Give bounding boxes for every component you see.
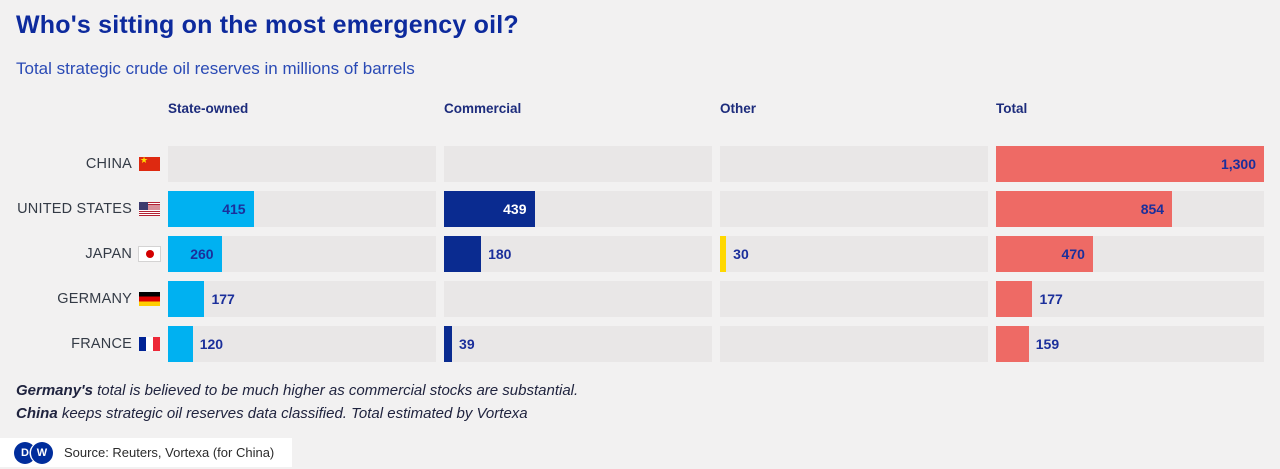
track-other-japan: 30	[720, 236, 988, 272]
germany-flag-icon	[139, 292, 160, 306]
dw-logo-letter-w: W	[31, 441, 53, 464]
source-text: Source: Reuters, Vortexa (for China)	[64, 445, 275, 460]
value-label: 120	[199, 336, 224, 352]
value-label: 177	[211, 291, 235, 307]
footnote-lead: Germany's	[16, 382, 93, 399]
column-header-other: Other	[720, 101, 757, 116]
bar-total-china: 1,300	[996, 146, 1264, 182]
country-name: CHINA	[85, 156, 132, 172]
track-state-owned-united-states: 415	[168, 191, 436, 227]
value-label: 470	[1061, 246, 1085, 262]
value-label: 159	[1035, 336, 1060, 352]
bar-total-france	[996, 326, 1029, 362]
footnote-2: China keeps strategic oil reserves data …	[16, 405, 528, 422]
track-commercial-united-states: 439	[444, 191, 712, 227]
china-flag-icon: ★	[139, 155, 160, 171]
track-commercial-germany	[444, 281, 712, 317]
row-label-china: CHINA ★	[16, 146, 160, 182]
column-header-state-owned: State-owned	[168, 101, 249, 116]
bar-commercial-united-states: 439	[444, 191, 535, 227]
row-label-japan: JAPAN	[16, 236, 160, 272]
value-label: 415	[222, 201, 246, 217]
footnote-1: Germany's total is believed to be much h…	[16, 382, 579, 399]
france-flag-icon	[139, 337, 160, 351]
bar-other-japan	[720, 236, 727, 272]
row-label-germany: GERMANY	[16, 281, 160, 317]
footnotes: Germany's total is believed to be much h…	[16, 379, 1264, 425]
footnote-lead: China	[16, 405, 58, 422]
column-header-total: Total	[996, 101, 1028, 116]
bar-state-owned-france	[168, 326, 193, 362]
value-label: 30	[733, 246, 749, 262]
bar-state-owned-germany	[168, 281, 205, 317]
track-total-france: 159	[996, 326, 1264, 362]
value-label: 260	[190, 246, 214, 262]
column-header-commercial: Commercial	[444, 101, 522, 116]
value-label: 1,300	[1220, 156, 1256, 172]
value-label: 39	[459, 336, 475, 352]
track-state-owned-germany: 177	[168, 281, 436, 317]
row-label-france: FRANCE	[16, 326, 160, 362]
bar-total-germany	[996, 281, 1033, 317]
track-other-germany	[720, 281, 988, 317]
bar-state-owned-united-states: 415	[168, 191, 254, 227]
track-total-united-states: 854	[996, 191, 1264, 227]
footer: D W Source: Reuters, Vortexa (for China)	[0, 438, 293, 467]
track-commercial-france: 39	[444, 326, 712, 362]
page-title: Who's sitting on the most emergency oil?	[16, 11, 519, 39]
value-label: 854	[1140, 201, 1165, 217]
bar-total-united-states: 854	[996, 191, 1173, 227]
track-total-japan: 470	[996, 236, 1264, 272]
track-other-united-states	[720, 191, 988, 227]
usa-flag-icon	[139, 202, 160, 216]
track-commercial-japan: 180	[444, 236, 712, 272]
country-name: GERMANY	[57, 291, 132, 307]
bar-commercial-japan	[444, 236, 482, 272]
bar-total-japan: 470	[996, 236, 1093, 272]
track-state-owned-france: 120	[168, 326, 436, 362]
track-other-france	[720, 326, 988, 362]
track-total-germany: 177	[996, 281, 1264, 317]
value-label: 177	[1039, 291, 1063, 307]
row-label-united-states: UNITED STATES	[16, 191, 160, 227]
column-header-spacer	[16, 101, 160, 122]
track-state-owned-japan: 260	[168, 236, 436, 272]
reserves-bar-chart: State-owned Commercial Other Total CHINA ★ 1,3…	[16, 101, 1264, 362]
country-name: UNITED STATES	[17, 201, 132, 217]
track-commercial-china	[444, 146, 712, 182]
japan-flag-icon	[139, 247, 160, 261]
value-label: 180	[488, 246, 512, 262]
bar-state-owned-japan: 260	[168, 236, 222, 272]
country-name: FRANCE	[71, 336, 132, 352]
track-other-china	[720, 146, 988, 182]
country-name: JAPAN	[85, 246, 132, 262]
bar-commercial-france	[444, 326, 453, 362]
value-label: 439	[503, 201, 527, 217]
track-total-china: 1,300	[996, 146, 1264, 182]
page-subtitle: Total strategic crude oil reserves in mi…	[16, 59, 415, 78]
track-state-owned-china	[168, 146, 436, 182]
dw-logo-icon: D W	[14, 441, 53, 464]
